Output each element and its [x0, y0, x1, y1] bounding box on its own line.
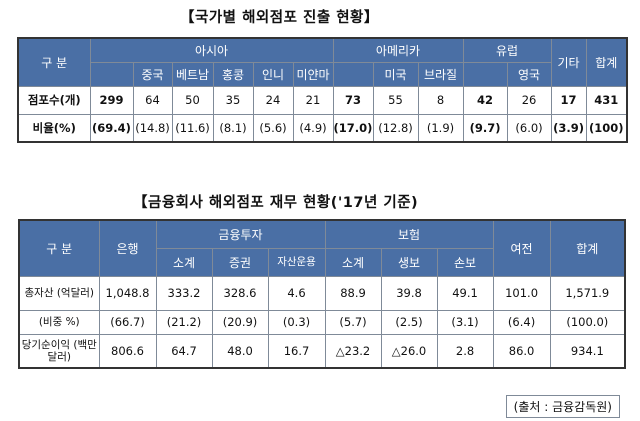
asset-mgmt-header: 자산운용: [267, 247, 326, 277]
cell: (3.9): [550, 113, 587, 143]
cell: 299: [89, 85, 134, 115]
cell: 39.8: [380, 275, 438, 311]
cell: (8.1): [212, 113, 254, 143]
cell: (17.0): [332, 113, 374, 143]
brazil-header: 브라질: [417, 61, 464, 87]
cell: 26: [506, 85, 552, 115]
cell: 101.0: [492, 275, 551, 311]
usa-header: 미국: [372, 61, 419, 87]
row-label: (비중 %): [18, 309, 100, 335]
cell: 55: [372, 85, 419, 115]
ins-subtotal-header: 소계: [324, 247, 382, 277]
blank-header: [89, 61, 134, 87]
myanmar-header: 미얀마: [292, 61, 334, 87]
category-header: 구 분: [17, 37, 91, 87]
cell: 64.7: [155, 333, 213, 369]
row-label: 총자산 (억달러): [18, 275, 100, 311]
table-row: (비중 %) (66.7) (21.2) (20.9) (0.3) (5.7) …: [18, 309, 626, 335]
cell: △26.0: [380, 333, 438, 369]
blank-header: [332, 61, 374, 87]
total-header: 합계: [585, 37, 628, 87]
cell: 49.1: [436, 275, 494, 311]
cell: 48.0: [211, 333, 269, 369]
table-row: 당기순이익 (백만달러) 806.6 64.7 48.0 16.7 △23.2 …: [18, 333, 626, 369]
other-header: 기타: [550, 37, 587, 87]
cell: (14.8): [132, 113, 173, 143]
cell: 50: [171, 85, 214, 115]
insurance-header: 보험: [324, 219, 494, 249]
cell: (5.7): [324, 309, 382, 335]
category-header: 구 분: [18, 219, 100, 277]
table1-title: 【국가별 해외점포 진출 현황】: [180, 10, 379, 26]
china-header: 중국: [132, 61, 173, 87]
securities-header: 증권: [211, 247, 269, 277]
cell: (5.6): [252, 113, 294, 143]
table-row: 비율(%) (69.4) (14.8) (11.6) (8.1) (5.6) (…: [17, 113, 628, 143]
nonlife-header: 손보: [436, 247, 494, 277]
cell: 934.1: [549, 333, 626, 369]
blank-header: [462, 61, 508, 87]
cell: (0.3): [267, 309, 326, 335]
cell: 42: [462, 85, 508, 115]
bank-header: 은행: [98, 219, 157, 277]
cell: 86.0: [492, 333, 551, 369]
cell: 24: [252, 85, 294, 115]
cell: 2.8: [436, 333, 494, 369]
table-row: 점포수(개) 299 64 50 35 24 21 73 55 8 42 26 …: [17, 85, 628, 115]
table2-title: 【금융회사 해외점포 재무 현황('17년 기준): [133, 195, 419, 211]
cell: (9.7): [462, 113, 508, 143]
cell: 431: [585, 85, 628, 115]
cell: 16.7: [267, 333, 326, 369]
america-header: 아메리카: [332, 37, 464, 63]
hongkong-header: 홍콩: [212, 61, 254, 87]
row-label: 점포수(개): [17, 85, 91, 115]
cell: (12.8): [372, 113, 419, 143]
cell: 806.6: [98, 333, 157, 369]
total-header: 합계: [549, 219, 626, 277]
cell: 4.6: [267, 275, 326, 311]
life-header: 생보: [380, 247, 438, 277]
invest-header: 금융투자: [155, 219, 326, 249]
asia-header: 아시아: [89, 37, 334, 63]
cell: 35: [212, 85, 254, 115]
cell: △23.2: [324, 333, 382, 369]
cell: (3.1): [436, 309, 494, 335]
india-header: 인니: [252, 61, 294, 87]
uk-header: 영국: [506, 61, 552, 87]
cell: (6.4): [492, 309, 551, 335]
cell: (21.2): [155, 309, 213, 335]
cell: (100): [585, 113, 628, 143]
vietnam-header: 베트남: [171, 61, 214, 87]
source-note: (출처 : 금융감독원): [505, 395, 620, 418]
cell: 1,571.9: [549, 275, 626, 311]
row-label: 비율(%): [17, 113, 91, 143]
cell: (4.9): [292, 113, 334, 143]
table-row: 총자산 (억달러) 1,048.8 333.2 328.6 4.6 88.9 3…: [18, 275, 626, 311]
country-branch-table: 구 분 아시아 아메리카 유럽 기타 합계 중국 베트남 홍콩 인니 미얀마 미…: [17, 37, 629, 143]
cell: (2.5): [380, 309, 438, 335]
cell: (100.0): [549, 309, 626, 335]
cell: (69.4): [89, 113, 134, 143]
cell: 88.9: [324, 275, 382, 311]
cell: (20.9): [211, 309, 269, 335]
row-label: 당기순이익 (백만달러): [18, 333, 100, 369]
inv-subtotal-header: 소계: [155, 247, 213, 277]
credit-header: 여전: [492, 219, 551, 277]
europe-header: 유럽: [462, 37, 552, 63]
financial-status-table: 구 분 은행 금융투자 보험 여전 합계 소계 증권 자산운용 소계 생보 손보…: [18, 219, 627, 369]
cell: (11.6): [171, 113, 214, 143]
cell: (6.0): [506, 113, 552, 143]
cell: (66.7): [98, 309, 157, 335]
cell: 21: [292, 85, 334, 115]
cell: 8: [417, 85, 464, 115]
cell: 73: [332, 85, 374, 115]
cell: (1.9): [417, 113, 464, 143]
cell: 17: [550, 85, 587, 115]
cell: 1,048.8: [98, 275, 157, 311]
cell: 328.6: [211, 275, 269, 311]
cell: 64: [132, 85, 173, 115]
cell: 333.2: [155, 275, 213, 311]
